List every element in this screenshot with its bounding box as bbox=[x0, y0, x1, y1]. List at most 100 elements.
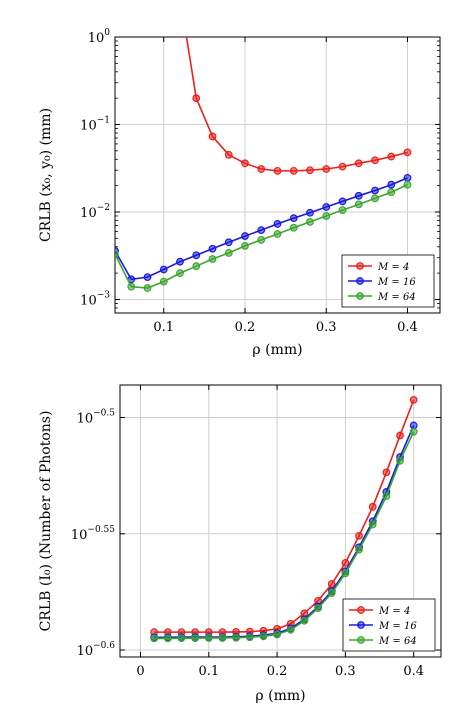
y-tick-label: 10−0.55 bbox=[71, 525, 115, 543]
data-point bbox=[257, 235, 266, 244]
legend-label: M = 16 bbox=[377, 277, 416, 288]
data-point bbox=[289, 166, 298, 175]
data-point bbox=[273, 230, 282, 238]
x-tick-label: 0.3 bbox=[316, 320, 337, 335]
data-point bbox=[259, 632, 268, 641]
data-point bbox=[163, 634, 172, 643]
chart-2: 0 0.1 0.2 0.3 0.4 10−0.6 10−0.55 10−0.5 ρ (mm) CR… bbox=[38, 384, 442, 704]
data-point bbox=[409, 395, 418, 404]
data-point bbox=[403, 180, 412, 189]
data-point bbox=[382, 492, 391, 501]
data-point bbox=[273, 220, 282, 228]
data-point bbox=[208, 244, 217, 253]
y-tick-label: 10−3 bbox=[80, 290, 110, 308]
data-point bbox=[409, 427, 418, 436]
data-point bbox=[177, 634, 186, 643]
y-tick-label: 10−0.6 bbox=[77, 641, 116, 659]
data-point bbox=[241, 232, 249, 240]
data-point bbox=[306, 166, 314, 175]
x-tick-label: 0.2 bbox=[235, 320, 256, 335]
series-2 bbox=[115, 174, 412, 284]
y-axis-label: CRLB (I₀) (Number of Photons) bbox=[38, 411, 54, 632]
x-ticks: 0.1 0.2 0.3 0.4 bbox=[153, 37, 418, 335]
data-point bbox=[368, 520, 377, 529]
data-point bbox=[396, 456, 404, 465]
x-tick-label: 0.3 bbox=[335, 664, 356, 679]
data-point bbox=[257, 165, 266, 173]
data-point bbox=[306, 208, 314, 217]
legend-swatch-marker bbox=[356, 277, 364, 285]
data-point bbox=[354, 191, 363, 200]
data-point bbox=[322, 203, 331, 211]
data-point bbox=[354, 159, 363, 168]
data-point bbox=[327, 589, 336, 597]
data-point bbox=[341, 558, 350, 567]
y-axis-label: CRLB (x₀, y₀) (mm) bbox=[38, 108, 54, 242]
data-point bbox=[371, 194, 379, 203]
data-point bbox=[338, 206, 347, 215]
data-point bbox=[396, 431, 404, 440]
data-point bbox=[191, 634, 200, 643]
legend-label: M = 4 bbox=[378, 606, 410, 617]
data-point bbox=[273, 630, 281, 639]
data-point bbox=[257, 226, 266, 235]
chart-1: 0.1 0.2 0.3 0.4 10−3 10−2 10−1 100 ρ (mm) CRLB (x… bbox=[38, 28, 441, 358]
data-point bbox=[403, 174, 412, 182]
x-tick-label: 0.1 bbox=[153, 320, 174, 335]
plot-frame bbox=[114, 36, 441, 314]
legend-label: M = 64 bbox=[377, 292, 416, 303]
series-3 bbox=[150, 427, 418, 643]
data-point bbox=[159, 265, 168, 274]
legend-label: M = 16 bbox=[378, 621, 417, 632]
grid bbox=[115, 36, 440, 313]
legend-swatch-marker bbox=[356, 292, 364, 300]
data-point bbox=[224, 249, 233, 257]
legend: M = 4 M = 16 M = 64 bbox=[342, 598, 436, 652]
data-point bbox=[327, 580, 336, 588]
data-point bbox=[224, 150, 233, 159]
grid bbox=[120, 385, 441, 657]
legend-swatch-marker bbox=[357, 636, 365, 644]
x-tick-label: 0 bbox=[136, 664, 144, 679]
data-point bbox=[273, 166, 282, 175]
data-point bbox=[208, 132, 217, 141]
data-point bbox=[300, 616, 309, 625]
data-point bbox=[354, 200, 363, 209]
data-point bbox=[355, 531, 363, 540]
data-point bbox=[192, 94, 201, 103]
x-tick-label: 0.1 bbox=[198, 664, 219, 679]
data-point bbox=[143, 273, 152, 282]
data-point bbox=[192, 251, 201, 260]
data-point bbox=[115, 250, 119, 258]
data-point bbox=[341, 569, 350, 578]
data-point bbox=[289, 223, 298, 232]
series-3 bbox=[115, 180, 412, 292]
y-tick-label: 10−2 bbox=[80, 203, 110, 221]
legend-label: M = 4 bbox=[377, 262, 409, 273]
data-point bbox=[371, 186, 379, 195]
data-point bbox=[368, 502, 377, 511]
data-point bbox=[127, 282, 136, 291]
series-1 bbox=[185, 37, 412, 175]
legend-swatch-marker bbox=[357, 606, 365, 614]
data-point bbox=[208, 255, 217, 263]
data-point bbox=[306, 217, 314, 226]
data-point bbox=[245, 633, 254, 642]
data-point bbox=[150, 634, 159, 643]
data-point bbox=[176, 257, 184, 266]
y-ticks: 10−0.6 10−0.55 10−0.5 bbox=[71, 409, 441, 659]
y-ticks: 10−3 10−2 10−1 100 bbox=[80, 28, 440, 308]
x-tick-label: 0.4 bbox=[403, 664, 424, 679]
data-point bbox=[387, 180, 396, 189]
data-point bbox=[355, 545, 363, 554]
plot-frame bbox=[119, 384, 442, 658]
y-tick-label: 100 bbox=[88, 28, 111, 46]
data-point bbox=[314, 604, 322, 613]
data-point bbox=[241, 159, 249, 168]
series-group bbox=[150, 395, 418, 643]
data-point bbox=[224, 238, 233, 247]
y-tick-label: 10−1 bbox=[80, 115, 110, 133]
data-point bbox=[218, 634, 227, 642]
legend-label: M = 64 bbox=[378, 636, 417, 647]
